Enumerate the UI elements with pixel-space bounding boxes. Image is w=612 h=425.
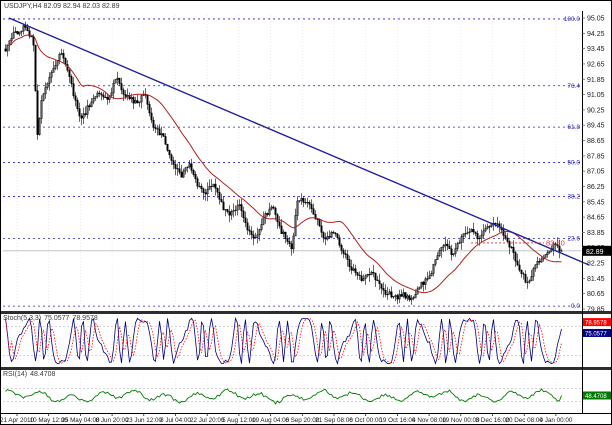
pane-separators xyxy=(1,311,611,370)
current-price-tag xyxy=(583,245,611,256)
price-tick-79.85: 79.85 xyxy=(587,307,605,314)
price-tick-85.45: 85.45 xyxy=(587,199,605,206)
time-tick-label: 10 May 12:00 xyxy=(30,417,69,424)
time-tick-label: 3 Dec 16:00 xyxy=(476,417,510,424)
price-tick-86.25: 86.25 xyxy=(587,184,605,191)
price-tick-91.05: 91.05 xyxy=(587,92,605,99)
price-tick-94.25: 94.25 xyxy=(587,31,605,38)
price-annotation: 83.30 xyxy=(471,238,565,247)
trendline-group xyxy=(8,17,590,266)
fib-label-38.2: 38.2 xyxy=(567,193,580,200)
svg-text:48.4708: 48.4708 xyxy=(585,394,607,400)
rsi-label: RSI(14) 48.4708 xyxy=(3,371,58,378)
svg-text:75.0577: 75.0577 xyxy=(585,331,607,337)
time-tick-label: 20 Dec 08:00 xyxy=(505,417,543,424)
time-tick-label: 4 Jan 00:00 xyxy=(539,417,572,424)
rsi-name: RSI(14) xyxy=(3,371,28,378)
price-tick-81.45: 81.45 xyxy=(587,276,605,283)
stochastic-signal-value: 78.9578 xyxy=(72,315,98,322)
candle-wicks xyxy=(5,21,562,305)
descending-trendline xyxy=(8,17,590,266)
rsi-line xyxy=(5,388,562,405)
time-tick-label: 19 Aug 04:00 xyxy=(252,417,290,424)
fib-label-100.0: 100.0 xyxy=(564,16,581,23)
current-price-tag-text: 82.89 xyxy=(586,249,604,256)
time-tick-label: 8 Jul 04:00 xyxy=(160,417,191,424)
stoch-main-line xyxy=(5,316,562,365)
time-tick-label: 8 Jun 20:00 xyxy=(96,417,129,424)
fib-label-0.0: 0.0 xyxy=(571,303,580,310)
price-tick-95.05: 95.05 xyxy=(587,16,605,23)
fibonacci-retracement: 100.0 76.4 61.8 50.0 38.2 23.6 0.0 xyxy=(3,16,581,310)
time-tick-label: 22 Jul 20:00 xyxy=(190,417,225,424)
price-axis: 95.05 94.25 93.45 92.65 91.85 91.05 90.25 89.45… xyxy=(582,11,611,413)
price-tick-93.45: 93.45 xyxy=(587,46,605,53)
stochastic-pane xyxy=(3,316,581,365)
rsi-value: 48.4708 xyxy=(30,371,56,378)
fib-label-23.6: 23.6 xyxy=(567,235,580,242)
time-tick-label: 19 Oct 16:00 xyxy=(379,417,416,424)
price-tick-82.25: 82.25 xyxy=(587,261,605,268)
price-tick-87.05: 87.05 xyxy=(587,169,605,176)
candlestick-series xyxy=(4,21,563,305)
moving-average xyxy=(9,34,562,294)
price-tick-80.65: 80.65 xyxy=(587,291,605,298)
price-tick-88.65: 88.65 xyxy=(587,138,605,145)
price-tick-84.65: 84.65 xyxy=(587,215,605,222)
time-tick-label: 6 Oct 00:00 xyxy=(349,417,382,424)
time-tick-label: 6 Sep 20:00 xyxy=(285,417,319,424)
time-tick-label: 19 Nov 00:00 xyxy=(442,417,480,424)
rsi-pane xyxy=(3,388,581,405)
grid-vertical-lines xyxy=(16,15,557,411)
moving-average-line xyxy=(9,34,562,294)
stochastic-label: Stoch(5,3,3) 75.0577 78.9578 xyxy=(3,315,101,322)
time-tick-label: 4 Nov 08:00 xyxy=(412,417,446,424)
stoch-signal-tag xyxy=(583,318,611,327)
fib-label-50.0: 50.0 xyxy=(567,160,580,167)
time-tick-label: 5 Aug 12:00 xyxy=(222,417,256,424)
stochastic-main-value: 75.0577 xyxy=(44,315,70,322)
time-tick-label: 23 Jun 12:00 xyxy=(126,417,163,424)
stochastic-name: Stoch(5,3,3) xyxy=(3,315,42,322)
time-tick-label: 25 May 04:00 xyxy=(61,417,100,424)
svg-text:78.9578: 78.9578 xyxy=(585,321,607,327)
price-tick-83.85: 83.85 xyxy=(587,230,605,237)
price-tick-89.45: 89.45 xyxy=(587,123,605,130)
stoch-main-tag xyxy=(583,328,611,337)
fib-label-61.8: 61.8 xyxy=(567,124,580,131)
annotation-text: 83.30 xyxy=(546,238,565,247)
price-tick-92.65: 92.65 xyxy=(587,61,605,68)
symbol-ohlc-title: USDJPY,H4 82.09 82.94 82.03 82.89 xyxy=(4,3,120,10)
indicator-value-tags: 78.9578 75.0577 48.4708 xyxy=(583,318,611,400)
price-tick-87.85: 87.85 xyxy=(587,153,605,160)
price-tick-91.85: 91.85 xyxy=(587,77,605,84)
time-tick-label: 21 Sep 08:00 xyxy=(315,417,353,424)
rsi-value-tag xyxy=(583,391,611,400)
time-tick-label: 21 Apr 2010 xyxy=(1,417,34,424)
fib-label-76.4: 76.4 xyxy=(567,83,580,90)
price-tick-90.25: 90.25 xyxy=(587,107,605,114)
